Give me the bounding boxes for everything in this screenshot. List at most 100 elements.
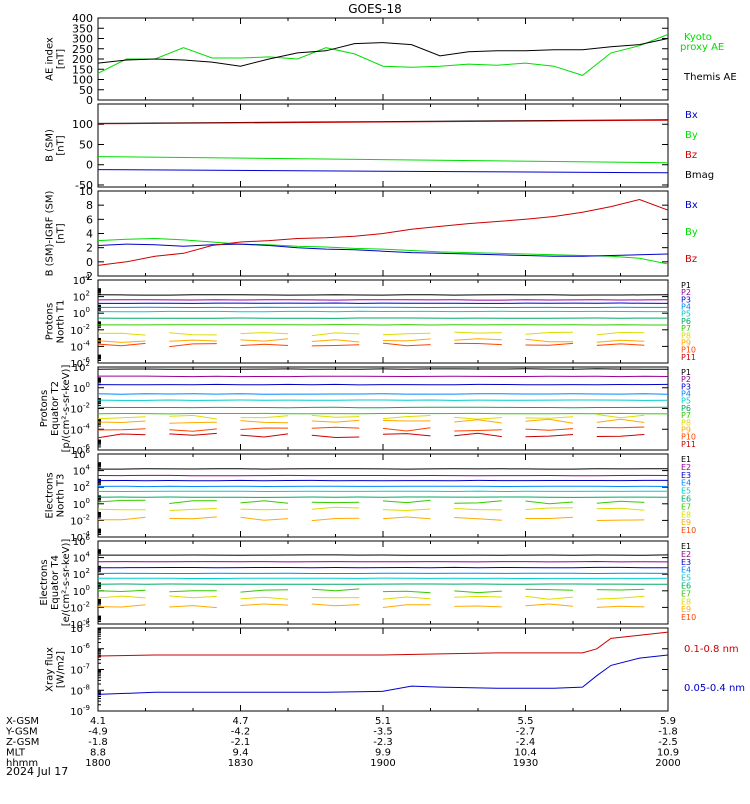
channel-line-E7 (98, 590, 146, 591)
channel-line-E9 (241, 604, 289, 606)
channel-line-P11 (169, 433, 217, 435)
y-axis-label: Equator T2 (50, 381, 61, 436)
y-axis-label: [nT] (56, 223, 67, 243)
series-line-1 (98, 120, 668, 124)
orbit-value: -2.5 (658, 737, 678, 748)
orbit-value: 10.4 (514, 748, 536, 759)
data-layer (98, 632, 668, 694)
series-line-1 (98, 244, 668, 256)
y-tick-label: 2 (86, 242, 93, 255)
channel-line-E8 (383, 597, 431, 599)
channel-line-P8 (169, 333, 217, 335)
orbit-value: 4.1 (90, 716, 106, 727)
orbit-value: 1930 (513, 758, 538, 769)
channel-label: E10 (681, 613, 696, 622)
y-axis-label: B (SM) (45, 129, 56, 162)
y-tick-label: 10-5 (70, 621, 90, 635)
y-tick-label: 0 (86, 159, 93, 172)
y-tick-label: 0 (86, 256, 93, 269)
orbit-value: 1900 (370, 758, 395, 769)
channel-line-E7 (169, 501, 217, 504)
orbit-value: 1830 (228, 758, 253, 769)
date-label: 2024 Jul 17 (6, 765, 68, 778)
channel-line-P10 (241, 344, 289, 345)
y-axis-label: [W/m2] (56, 651, 67, 688)
channel-line-E7 (454, 591, 502, 593)
orbit-value: -2.1 (231, 737, 251, 748)
channel-line-P11 (454, 433, 502, 436)
channel-line-P9 (312, 340, 360, 342)
orbit-value: 9.4 (233, 748, 249, 759)
channel-line-E8 (169, 596, 217, 598)
y-tick-label: 50 (79, 138, 93, 151)
orbit-value: 5.1 (375, 716, 391, 727)
y-tick-label: 10-4 (70, 422, 90, 436)
y-axis-label: Equator T4 (50, 555, 61, 610)
channel-line-P10 (454, 343, 502, 344)
orbit-value: 1800 (85, 758, 110, 769)
series-line-0 (98, 34, 668, 75)
channel-line-P10 (241, 428, 289, 430)
channel-line-E8 (169, 509, 217, 511)
panel-frame (98, 541, 668, 624)
channel-line-P10 (383, 343, 431, 346)
y-tick-label: 10 (79, 185, 93, 198)
y-axis-label: [e/(cm²-s-sr-keV)] (61, 539, 72, 627)
y-tick-label: 102 (73, 360, 90, 374)
y-axis-label: [p/(cm²-s-sr-keV)] (61, 365, 72, 453)
channel-line-P8 (312, 415, 360, 417)
series-line-1 (98, 39, 668, 67)
y-tick-label: 104 (73, 551, 91, 565)
channel-line-P3 (98, 384, 668, 385)
channel-line-E7 (383, 500, 431, 502)
data-layer (98, 555, 668, 608)
data-layer (98, 34, 668, 75)
orbit-value: -4.9 (88, 727, 108, 738)
orbit-value: -2.3 (373, 737, 393, 748)
channel-line-P10 (98, 429, 146, 430)
y-tick-label: 10-4 (70, 339, 90, 353)
channel-label: P11 (681, 440, 696, 449)
channel-line-P10 (98, 343, 146, 345)
y-tick-label: 10-8 (70, 683, 90, 697)
channel-line-E9 (597, 520, 645, 521)
channel-line-P8 (454, 332, 502, 333)
series-line-3 (98, 170, 668, 173)
y-axis-label: [nT] (56, 135, 67, 155)
panel-frame (98, 628, 668, 711)
orbit-value: -4.2 (231, 727, 251, 738)
y-tick-label: 10-2 (70, 600, 90, 614)
channel-line-E7 (241, 501, 289, 503)
channel-line-P8 (597, 333, 645, 335)
channel-line-P8 (98, 417, 146, 419)
legend-entry: Bx (685, 110, 698, 121)
y-axis-label: Electrons (39, 559, 50, 605)
channel-line-P8 (312, 333, 360, 336)
series-line-0 (98, 632, 668, 656)
channel-line-E7 (241, 590, 289, 592)
legend-entry: 0.05-0.4 nm (684, 683, 745, 694)
channel-label: E10 (681, 526, 696, 535)
channel-line-P1 (98, 369, 668, 370)
channel-label: P11 (681, 353, 696, 362)
channel-line-E7 (312, 589, 360, 591)
channel-line-P10 (312, 427, 360, 428)
channel-line-E9 (526, 517, 574, 518)
channel-line-E7 (526, 501, 574, 504)
channel-line-E9 (312, 604, 360, 606)
channel-line-E8 (98, 596, 146, 598)
data-layer (98, 295, 668, 347)
channel-line-P9 (169, 422, 217, 423)
orbit-value: 10.9 (657, 748, 679, 759)
channel-line-E7 (98, 500, 146, 502)
channel-line-E8 (383, 509, 431, 511)
channel-line-P9 (98, 341, 146, 343)
orbit-value: -1.8 (88, 737, 108, 748)
